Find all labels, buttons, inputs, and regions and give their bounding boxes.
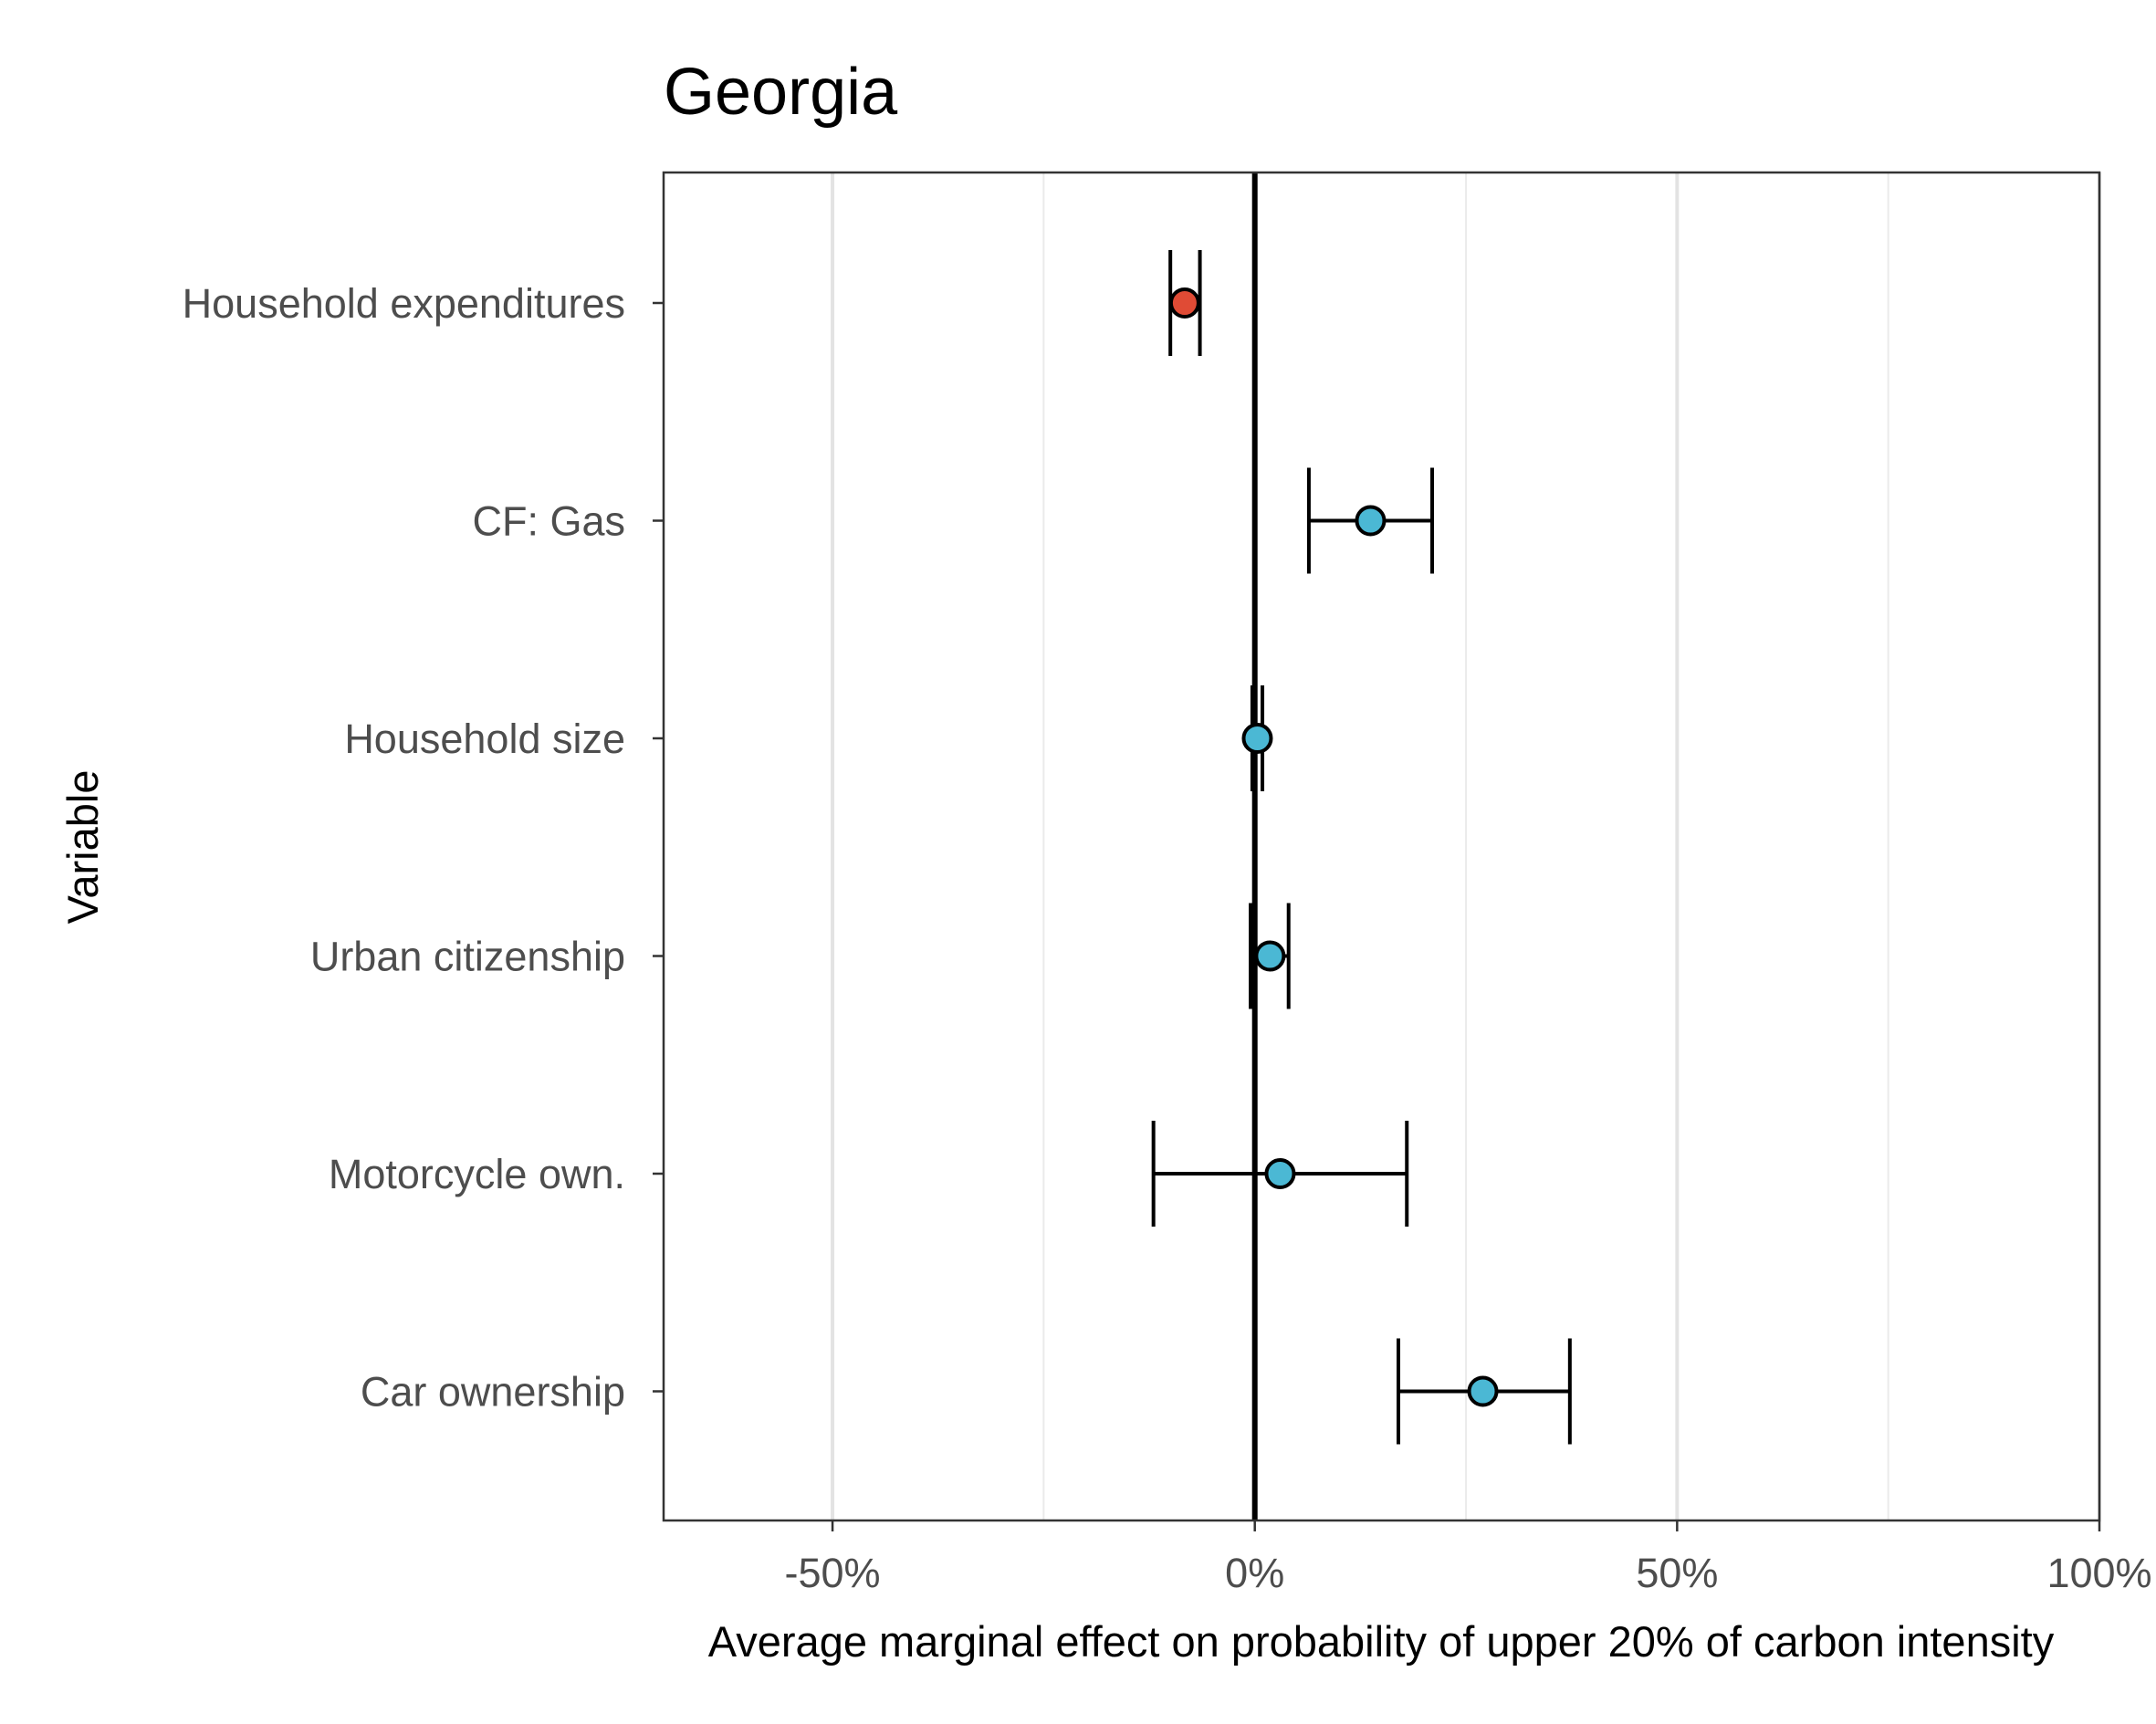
point-estimate <box>1168 287 1200 319</box>
y-tick-label: CF: Gas <box>472 498 625 545</box>
error-bar-group <box>1397 1338 1572 1445</box>
data-marks <box>1151 250 1572 1445</box>
point-estimate <box>1355 505 1387 537</box>
chart-title: Georgia <box>664 56 898 129</box>
point-estimate <box>1241 723 1273 754</box>
x-tick-label: 100% <box>2046 1550 2151 1596</box>
y-tick-label: Household expenditures <box>183 280 625 327</box>
point-estimate <box>1264 1158 1296 1189</box>
point-estimate <box>1254 940 1286 972</box>
y-axis-title: Variable <box>58 770 107 925</box>
y-tick-label: Car ownership <box>361 1369 625 1416</box>
y-axis: Household expenditures CF: Gas Household s… <box>183 280 664 1416</box>
error-bar-group <box>1168 250 1202 356</box>
y-tick-label: Household size <box>344 716 625 762</box>
x-tick-label: -50% <box>785 1550 881 1596</box>
error-bar-group <box>1306 467 1435 574</box>
x-axis: -50% 0% 50% 100% <box>785 1520 2152 1596</box>
x-tick-label: 50% <box>1636 1550 1718 1596</box>
y-tick-label: Motorcycle own. <box>329 1151 625 1197</box>
error-bar-group <box>1151 1121 1409 1227</box>
error-bar-group <box>1241 685 1273 791</box>
y-tick-label: Urban citizenship <box>310 934 625 980</box>
error-bar-group <box>1249 903 1291 1009</box>
plot-panel-border <box>662 171 2101 1522</box>
point-estimate <box>1467 1375 1499 1407</box>
x-axis-title: Average marginal effect on probability o… <box>708 1617 2055 1666</box>
x-tick-label: 0% <box>1225 1550 1284 1596</box>
